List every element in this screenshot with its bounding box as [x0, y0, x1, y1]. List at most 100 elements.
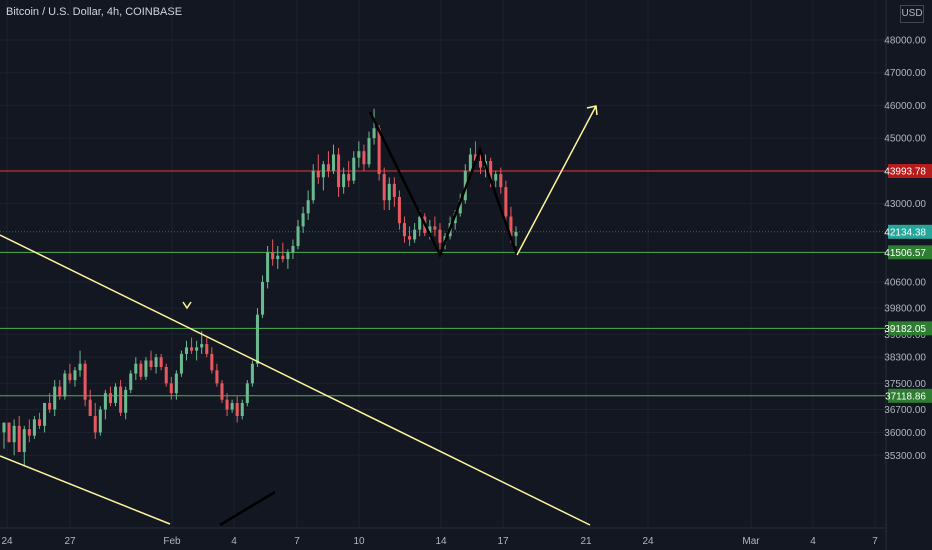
w-pattern-drawing[interactable]	[368, 111, 519, 259]
candle-body	[478, 160, 483, 168]
candle-body	[311, 170, 315, 201]
candle-body	[402, 223, 406, 237]
candle-body	[108, 393, 112, 403]
grid	[0, 0, 886, 528]
candle-body	[266, 252, 270, 282]
candle-body	[372, 128, 376, 139]
candle-body	[342, 174, 346, 188]
candle-body	[509, 216, 513, 237]
chart-title: Bitcoin / U.S. Dollar, 4h, COINBASE	[6, 6, 183, 18]
candle-body	[169, 383, 173, 394]
price-axis-panel	[886, 0, 932, 550]
candle-body	[124, 389, 128, 413]
candle-body	[276, 255, 280, 260]
candle-body	[48, 402, 52, 410]
candle-body	[337, 154, 341, 188]
yellow-trendline-upper[interactable]	[0, 234, 591, 526]
x-tick-label: 14	[435, 536, 447, 547]
candle-body	[489, 160, 493, 181]
candle-body	[504, 187, 508, 217]
candle-body	[473, 154, 477, 161]
level-price-label: 37118.86	[885, 391, 926, 402]
chevron-marker-icon	[182, 301, 192, 310]
y-tick-label: 46000.00	[884, 101, 926, 112]
candle-body	[418, 216, 422, 230]
candle-body	[129, 373, 133, 390]
level-price-badge	[888, 388, 932, 403]
candle-body	[12, 425, 16, 443]
candle-body	[98, 409, 102, 433]
y-tick-label: 37500.00	[884, 379, 926, 390]
x-tick-label: 21	[580, 536, 592, 547]
x-tick-label: 10	[353, 536, 365, 547]
candle-body	[296, 226, 300, 247]
candle-body	[53, 386, 57, 410]
candle-body	[377, 128, 381, 175]
candle-body	[88, 399, 92, 417]
candle-body	[184, 347, 189, 354]
x-tick-label: 24	[1, 536, 13, 547]
level-price-label: 41506.57	[884, 248, 926, 259]
candle-body	[154, 357, 158, 367]
candle-body	[68, 373, 72, 381]
candle-body	[215, 370, 219, 384]
drawings	[0, 105, 598, 527]
candle-body	[382, 174, 386, 201]
candle-body	[514, 231, 518, 237]
y-tick-label: 43000.00	[884, 199, 926, 210]
x-tick-label: Mar	[742, 536, 760, 547]
candle-body	[83, 363, 87, 400]
candle-body	[387, 183, 391, 201]
candle-body	[220, 383, 224, 400]
level-price-badge	[888, 245, 932, 260]
y-tick-label: 47000.00	[884, 68, 926, 79]
y-tick-label: 45000.00	[884, 134, 926, 145]
candle-body	[331, 154, 336, 171]
candle-body	[458, 200, 462, 214]
candle-body	[433, 226, 437, 230]
candle-body	[7, 422, 11, 443]
x-tick-label: 4	[231, 536, 237, 547]
candle-body	[306, 200, 310, 214]
y-tick-label: 38300.00	[884, 353, 926, 364]
candle-body	[149, 360, 153, 367]
candle-body	[27, 429, 31, 436]
y-tick-label: 36000.00	[884, 428, 926, 439]
x-tick-label: 7	[872, 536, 878, 547]
candle-body	[362, 151, 366, 165]
candle-body	[281, 255, 285, 260]
candle-body	[159, 357, 163, 367]
candle-body	[43, 402, 47, 426]
candle-body	[200, 344, 204, 348]
y-tick-label: 35300.00	[884, 451, 926, 462]
candle-body	[195, 347, 199, 351]
currency-badge[interactable]: USD	[900, 5, 924, 23]
arrow-head-icon	[586, 105, 598, 116]
candle-body	[367, 138, 371, 165]
projection-arrow[interactable]	[516, 105, 597, 256]
candle-body	[397, 196, 401, 224]
candle-body	[32, 419, 36, 436]
level-price-label: 39182.05	[884, 324, 926, 335]
last-price-label: 42134.38	[884, 227, 926, 238]
candle-body	[316, 170, 320, 178]
candle-body	[164, 366, 168, 384]
last-price-badge	[888, 224, 932, 239]
candle-body	[139, 363, 143, 377]
y-tick-label: 48000.00	[884, 35, 926, 46]
horizontal-levels	[0, 170, 886, 397]
candle-body	[301, 213, 305, 227]
black-drawing-line[interactable]	[219, 490, 276, 527]
x-tick-label: 17	[497, 536, 509, 547]
candle-body	[392, 183, 396, 197]
candle-body	[119, 386, 123, 413]
candle-body	[78, 363, 82, 371]
candle-body	[37, 419, 42, 426]
candle-body	[210, 353, 214, 371]
level-price-badge	[888, 321, 932, 336]
candle-body	[179, 353, 183, 374]
yellow-trendline-lower[interactable]	[0, 455, 171, 525]
